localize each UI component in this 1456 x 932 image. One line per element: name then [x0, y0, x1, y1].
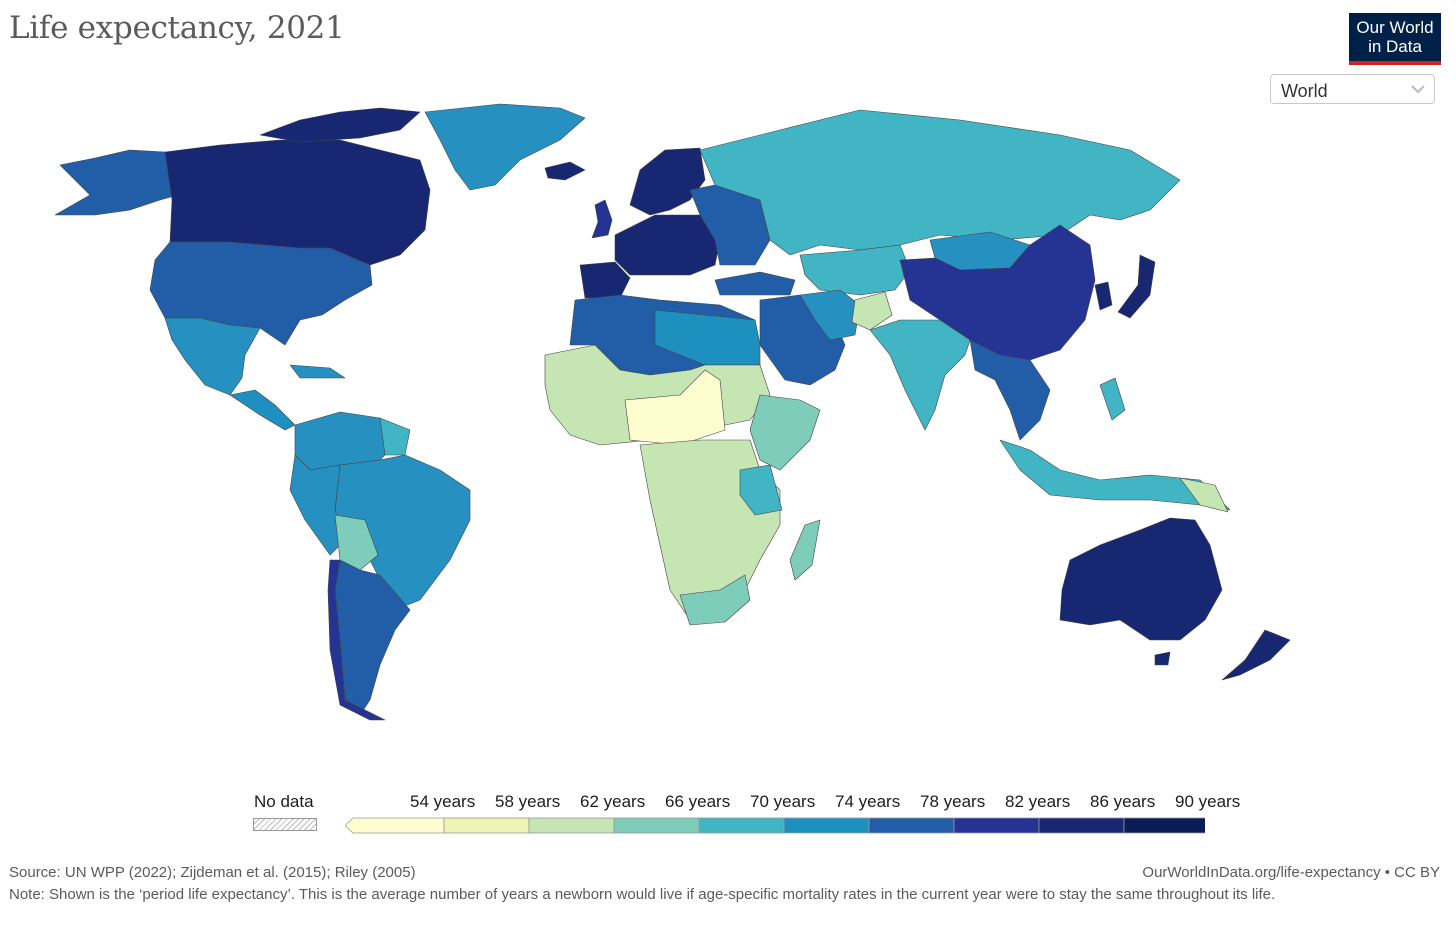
legend-tick-label: 66 years — [665, 792, 731, 811]
region-afghanistan[interactable] — [851, 291, 893, 331]
region-indonesia[interactable] — [999, 439, 1231, 511]
legend-bin[interactable] — [443, 817, 530, 834]
region-iceland[interactable] — [544, 161, 586, 181]
region-iran[interactable] — [799, 289, 861, 341]
legend-tick-label: 70 years — [750, 792, 816, 811]
legend-tick-label: 58 years — [495, 792, 561, 811]
region-central-america[interactable] — [229, 389, 296, 431]
region-alaska[interactable] — [54, 149, 179, 216]
region-guianas[interactable] — [379, 417, 411, 456]
region-horn-of-africa[interactable] — [749, 394, 821, 471]
owid-logo[interactable]: Our World in Data — [1349, 13, 1441, 65]
region-uk[interactable] — [591, 199, 613, 239]
region-madagascar[interactable] — [789, 519, 821, 581]
region-india[interactable] — [869, 319, 971, 431]
color-legend — [345, 817, 1205, 834]
legend-tick-label: 54 years — [410, 792, 476, 811]
region-greenland[interactable] — [424, 103, 586, 191]
legend-tick-label: 90 years — [1175, 792, 1241, 811]
region-new-zealand[interactable] — [1221, 629, 1291, 681]
legend-bin[interactable] — [698, 817, 785, 834]
legend-bin[interactable] — [1038, 817, 1125, 834]
region-bolivia[interactable] — [334, 514, 379, 571]
region-philippines[interactable] — [1099, 377, 1126, 421]
region-japan[interactable] — [1117, 254, 1156, 319]
legend-tick-label: 62 years — [580, 792, 646, 811]
world-map[interactable] — [0, 0, 1456, 780]
region-arctic-islands[interactable] — [259, 107, 421, 143]
region-mexico[interactable] — [164, 317, 261, 396]
region-turkey[interactable] — [714, 271, 796, 296]
region-chile[interactable] — [327, 559, 386, 721]
legend-tick-label: 82 years — [1005, 792, 1071, 811]
region-scandinavia[interactable] — [629, 147, 706, 216]
legend-bin[interactable] — [345, 817, 445, 834]
legend-bin[interactable] — [1123, 817, 1205, 834]
region-korea[interactable] — [1094, 281, 1113, 311]
region-russia[interactable] — [699, 109, 1181, 256]
region-caribbean[interactable] — [289, 364, 346, 379]
region-south-africa[interactable] — [679, 574, 751, 626]
legend-bin[interactable] — [613, 817, 700, 834]
no-data-swatch — [253, 818, 317, 831]
source-url-link[interactable]: OurWorldInData.org/life-expectancy • CC … — [1142, 864, 1440, 881]
legend-tick-label: 74 years — [835, 792, 901, 811]
region-select-value: World — [1281, 81, 1328, 101]
region-se-asia[interactable] — [969, 339, 1051, 441]
region-central-asia[interactable] — [799, 244, 911, 296]
legend-bin[interactable] — [953, 817, 1040, 834]
source-text: Source: UN WPP (2022); Zijdeman et al. (… — [9, 864, 416, 881]
legend-bin[interactable] — [528, 817, 615, 834]
region-select[interactable]: World — [1270, 74, 1435, 104]
region-iberia[interactable] — [579, 261, 631, 299]
no-data-label: No data — [254, 792, 314, 811]
chevron-down-icon — [1411, 85, 1425, 94]
region-east-africa[interactable] — [739, 464, 783, 516]
chart-title: Life expectancy, 2021 — [9, 10, 345, 46]
legend-tick-label: 86 years — [1090, 792, 1156, 811]
region-western-europe[interactable] — [614, 214, 721, 276]
legend-bin[interactable] — [783, 817, 870, 834]
note-text: Note: Shown is the ‘period life expectan… — [9, 886, 1276, 903]
region-central-west-africa[interactable] — [624, 369, 726, 446]
region-australia[interactable] — [1059, 517, 1223, 641]
region-tasmania[interactable] — [1154, 651, 1171, 666]
legend-bin[interactable] — [868, 817, 955, 834]
legend-tick-label: 78 years — [920, 792, 986, 811]
region-papua-new-guinea[interactable] — [1179, 477, 1229, 513]
